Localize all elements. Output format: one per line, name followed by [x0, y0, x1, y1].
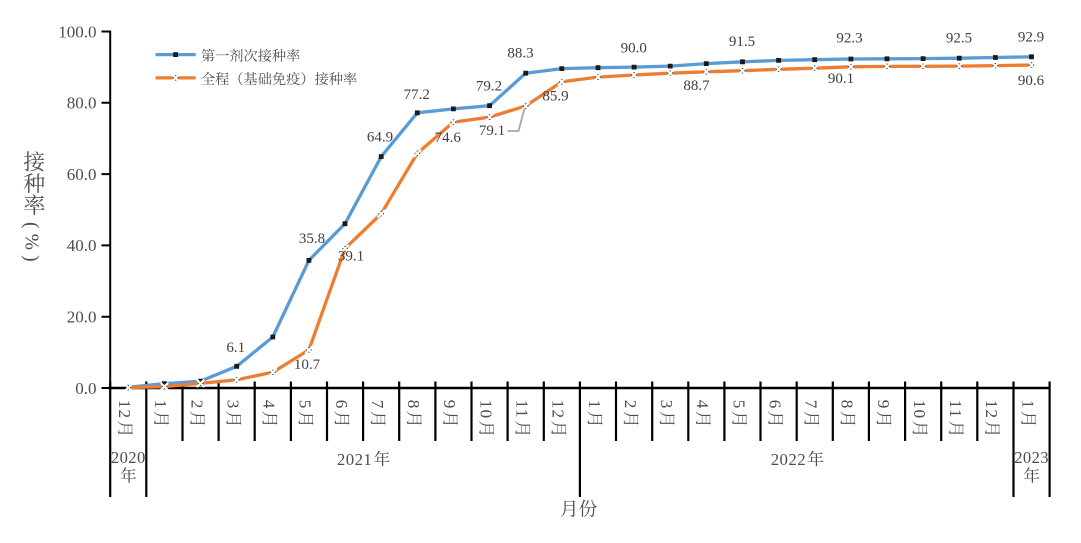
svg-text:2021: 2021: [337, 450, 372, 469]
svg-text:100.0: 100.0: [58, 22, 96, 41]
svg-text:74.6: 74.6: [435, 130, 462, 146]
svg-text:92.9: 92.9: [1018, 29, 1044, 45]
svg-text:7: 7: [802, 400, 821, 410]
svg-text:3: 3: [657, 400, 676, 410]
svg-text:4: 4: [260, 400, 279, 410]
svg-text:79.1: 79.1: [479, 123, 505, 139]
svg-text:7: 7: [368, 400, 387, 410]
svg-text:2020: 2020: [111, 448, 146, 467]
svg-text:64.9: 64.9: [367, 130, 393, 146]
svg-text:1: 1: [151, 400, 170, 410]
svg-text:0.0: 0.0: [75, 379, 96, 398]
svg-text:12: 12: [115, 400, 134, 420]
svg-text:2: 2: [621, 400, 640, 410]
svg-text:92.3: 92.3: [836, 31, 862, 47]
svg-text:40.0: 40.0: [67, 236, 97, 255]
svg-text:1: 1: [1018, 400, 1037, 410]
svg-text:85.9: 85.9: [542, 88, 568, 104]
svg-text:8: 8: [404, 400, 423, 410]
svg-text:2022: 2022: [771, 450, 806, 469]
svg-text:5: 5: [729, 400, 748, 410]
svg-text:11: 11: [513, 400, 532, 419]
svg-text:4: 4: [693, 400, 712, 410]
svg-text:92.5: 92.5: [946, 31, 972, 47]
svg-text:35.8: 35.8: [299, 231, 325, 247]
svg-text:11: 11: [946, 400, 965, 419]
svg-text:(%): (%): [21, 222, 42, 267]
svg-text:2: 2: [187, 400, 206, 410]
svg-text:39.1: 39.1: [338, 249, 364, 265]
svg-text:9: 9: [874, 400, 893, 410]
svg-text:79.2: 79.2: [476, 79, 502, 95]
svg-text:12: 12: [549, 400, 568, 420]
svg-text:10: 10: [476, 400, 495, 420]
svg-text:6.1: 6.1: [226, 340, 245, 356]
svg-text:1: 1: [585, 400, 604, 410]
svg-text:60.0: 60.0: [67, 165, 97, 184]
svg-text:77.2: 77.2: [404, 87, 430, 103]
svg-text:90.1: 90.1: [828, 71, 854, 87]
svg-text:20.0: 20.0: [67, 308, 97, 327]
svg-text:10.7: 10.7: [294, 357, 321, 373]
svg-text:90.0: 90.0: [621, 41, 647, 57]
svg-text:9: 9: [440, 400, 459, 410]
svg-text:10: 10: [910, 400, 929, 420]
svg-text:88.7: 88.7: [683, 78, 710, 94]
svg-text:12: 12: [982, 400, 1001, 420]
svg-text:6: 6: [765, 400, 784, 410]
svg-text:80.0: 80.0: [67, 94, 97, 113]
svg-text:5: 5: [296, 400, 315, 410]
svg-text:8: 8: [838, 400, 857, 410]
svg-text:90.6: 90.6: [1018, 73, 1045, 89]
svg-text:2023: 2023: [1014, 448, 1049, 467]
svg-text:3: 3: [224, 400, 243, 410]
svg-text:6: 6: [332, 400, 351, 410]
svg-text:91.5: 91.5: [729, 34, 755, 50]
svg-text:88.3: 88.3: [507, 46, 533, 62]
